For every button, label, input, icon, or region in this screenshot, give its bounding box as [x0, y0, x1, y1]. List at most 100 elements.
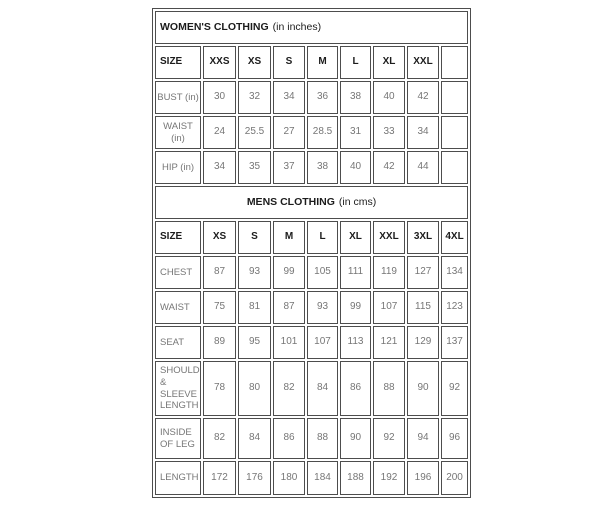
mens-section-header-row: MENS CLOTHING (in cms) — [155, 186, 469, 219]
mens-value-cell: 176 — [238, 461, 271, 495]
mens-value-cell: 99 — [273, 256, 305, 289]
mens-value-cell: 111 — [340, 256, 371, 289]
womens-section-header-row: WOMEN'S CLOTHING (in inches) — [155, 11, 469, 44]
womens-value-cell: 38 — [307, 151, 338, 184]
womens-row-label: HIP (in) — [155, 151, 201, 184]
mens-value-cell: 92 — [373, 418, 405, 459]
mens-value-cell: 87 — [273, 291, 305, 324]
womens-value-cell: 24 — [203, 116, 236, 149]
womens-size-header-row: SIZE XXS XS S M L XL XXL — [155, 46, 469, 79]
mens-value-cell: 82 — [273, 361, 305, 416]
mens-value-cell: 115 — [407, 291, 439, 324]
womens-size-column-header: XXL — [407, 46, 439, 79]
mens-value-cell: 119 — [373, 256, 405, 289]
mens-value-cell: 78 — [203, 361, 236, 416]
mens-value-cell: 90 — [407, 361, 439, 416]
womens-value-cell: 34 — [203, 151, 236, 184]
womens-value-cell: 30 — [203, 81, 236, 114]
womens-value-cell: 44 — [407, 151, 439, 184]
womens-value-cell: 42 — [407, 81, 439, 114]
mens-value-cell: 80 — [238, 361, 271, 416]
mens-value-cell: 93 — [238, 256, 271, 289]
mens-size-column-header: XS — [203, 221, 236, 254]
mens-value-cell: 89 — [203, 326, 236, 359]
mens-value-cell: 188 — [340, 461, 371, 495]
womens-section-title-note: (in inches) — [272, 20, 322, 33]
mens-value-cell: 87 — [203, 256, 236, 289]
womens-value-cell: 33 — [373, 116, 405, 149]
mens-size-column-header: XL — [340, 221, 371, 254]
mens-value-cell: 86 — [273, 418, 305, 459]
mens-value-cell: 75 — [203, 291, 236, 324]
mens-value-cell: 81 — [238, 291, 271, 324]
womens-value-cell: 36 — [307, 81, 338, 114]
mens-value-cell: 88 — [307, 418, 338, 459]
mens-value-cell: 200 — [441, 461, 469, 495]
mens-value-cell: 107 — [373, 291, 405, 324]
womens-size-column-header: XXS — [203, 46, 236, 79]
mens-section-title-text: MENS CLOTHING — [246, 195, 335, 208]
womens-measurement-row: BUST (in) 30 32 34 36 38 40 42 — [155, 81, 469, 114]
mens-value-cell: 113 — [340, 326, 371, 359]
mens-row-label: WAIST — [155, 291, 201, 324]
mens-measurement-row: LENGTH 172 176 180 184 188 192 196 200 — [155, 461, 469, 495]
mens-value-cell: 123 — [441, 291, 469, 324]
mens-measurement-row: CHEST 87 93 99 105 111 119 127 134 — [155, 256, 469, 289]
mens-value-cell: 84 — [307, 361, 338, 416]
mens-value-cell: 134 — [441, 256, 469, 289]
mens-section-title: MENS CLOTHING (in cms) — [155, 186, 469, 219]
mens-row-label: INSIDE OF LEG — [155, 418, 201, 459]
mens-measurement-row: WAIST 75 81 87 93 99 107 115 123 — [155, 291, 469, 324]
mens-value-cell: 180 — [273, 461, 305, 495]
mens-size-column-header: S — [238, 221, 271, 254]
womens-value-cell — [441, 116, 469, 149]
mens-value-cell: 82 — [203, 418, 236, 459]
womens-value-cell — [441, 151, 469, 184]
womens-row-label: BUST (in) — [155, 81, 201, 114]
mens-value-cell: 90 — [340, 418, 371, 459]
womens-size-column-header: XL — [373, 46, 405, 79]
womens-value-cell: 34 — [407, 116, 439, 149]
womens-value-cell: 38 — [340, 81, 371, 114]
womens-size-header-cell: SIZE — [155, 46, 201, 79]
womens-size-column-header — [441, 46, 469, 79]
mens-value-cell: 196 — [407, 461, 439, 495]
mens-section-title-note: (in cms) — [338, 195, 377, 208]
womens-value-cell: 37 — [273, 151, 305, 184]
mens-value-cell: 86 — [340, 361, 371, 416]
mens-value-cell: 99 — [340, 291, 371, 324]
womens-value-cell — [441, 81, 469, 114]
mens-value-cell: 95 — [238, 326, 271, 359]
mens-value-cell: 192 — [373, 461, 405, 495]
mens-size-header-row: SIZE XS S M L XL XXL 3XL 4XL — [155, 221, 469, 254]
mens-value-cell: 121 — [373, 326, 405, 359]
mens-value-cell: 129 — [407, 326, 439, 359]
mens-value-cell: 88 — [373, 361, 405, 416]
womens-value-cell: 31 — [340, 116, 371, 149]
womens-size-column-header: S — [273, 46, 305, 79]
womens-size-column-header: L — [340, 46, 371, 79]
mens-value-cell: 101 — [273, 326, 305, 359]
womens-value-cell: 32 — [238, 81, 271, 114]
mens-value-cell: 84 — [238, 418, 271, 459]
mens-value-cell: 184 — [307, 461, 338, 495]
mens-measurement-row: SEAT 89 95 101 107 113 121 129 137 — [155, 326, 469, 359]
mens-value-cell: 107 — [307, 326, 338, 359]
mens-value-cell: 137 — [441, 326, 469, 359]
mens-size-column-header: L — [307, 221, 338, 254]
mens-size-column-header: 4XL — [441, 221, 469, 254]
mens-value-cell: 172 — [203, 461, 236, 495]
mens-value-cell: 93 — [307, 291, 338, 324]
mens-value-cell: 94 — [407, 418, 439, 459]
womens-row-label: WAIST (in) — [155, 116, 201, 149]
womens-section-title-text: WOMEN'S CLOTHING — [160, 20, 269, 33]
womens-size-column-header: XS — [238, 46, 271, 79]
size-chart-table: WOMEN'S CLOTHING (in inches) SIZE XXS XS S M L X… — [152, 8, 472, 498]
size-chart-body: WOMEN'S CLOTHING (in inches) SIZE XXS XS S M L X… — [155, 11, 469, 495]
mens-row-label: CHEST — [155, 256, 201, 289]
womens-measurement-row: WAIST (in) 24 25.5 27 28.5 31 33 34 — [155, 116, 469, 149]
womens-value-cell: 28.5 — [307, 116, 338, 149]
mens-row-label: SHOULDER & SLEEVE LENGTH — [155, 361, 201, 416]
